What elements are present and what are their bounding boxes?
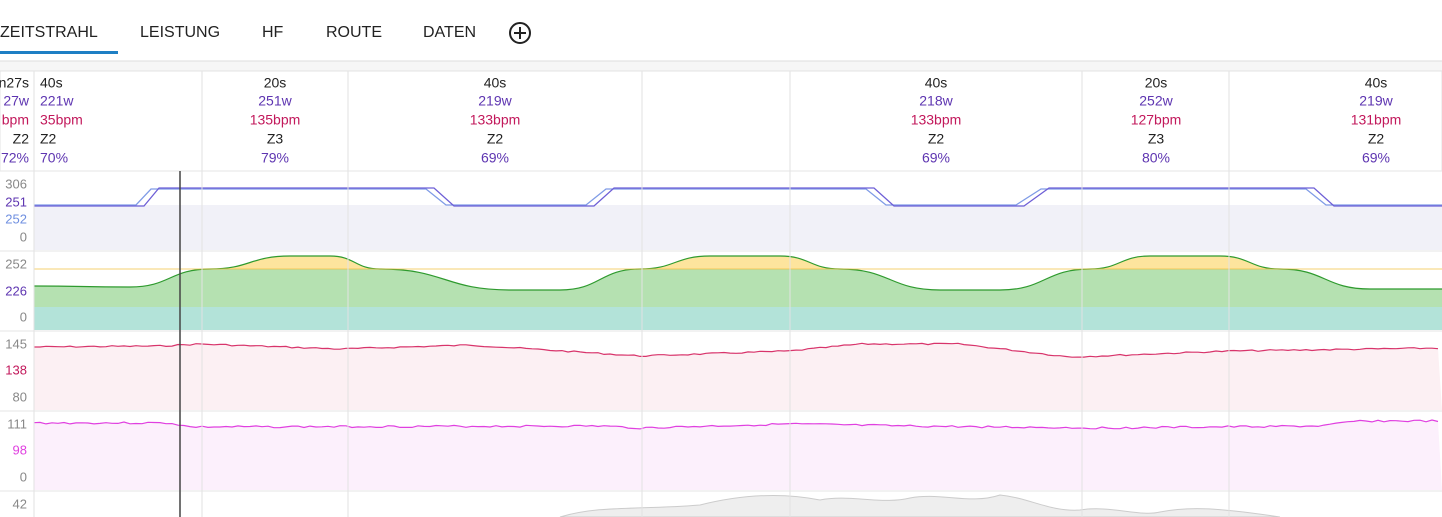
interval-duration: 20s: [264, 75, 287, 91]
interval-zone: Z2: [40, 131, 57, 147]
interval-percent: 72%: [1, 150, 29, 166]
interval-percent: 70%: [40, 150, 68, 166]
interval-hr: 35bpm: [40, 112, 83, 128]
interval-percent: 69%: [1362, 150, 1390, 166]
interval-hr: 131bpm: [1351, 112, 1402, 128]
axis-label: 252: [5, 211, 27, 226]
interval-hr: 135bpm: [250, 112, 301, 128]
interval-power: 219w: [1359, 93, 1393, 109]
add-icon[interactable]: [509, 22, 531, 44]
interval-power: 252w: [1139, 93, 1173, 109]
tab-underline: [0, 51, 118, 54]
interval-power: 251w: [258, 93, 292, 109]
zone-area-high: [210, 255, 1280, 269]
tab[interactable]: ROUTE: [326, 24, 382, 41]
interval-hr: bpm: [2, 112, 29, 128]
axis-label: 226: [5, 283, 27, 298]
hr-area: [34, 343, 1442, 410]
axis-label: 251: [5, 194, 27, 209]
teal-band: [34, 307, 1442, 330]
axis-label: 0: [20, 229, 27, 244]
interval-power: 219w: [478, 93, 512, 109]
interval-duration: n27s: [0, 75, 29, 91]
interval-duration: 40s: [484, 75, 507, 91]
axis-label: 145: [5, 336, 27, 351]
axis-label: 111: [7, 416, 27, 431]
tab[interactable]: LEISTUNG: [140, 24, 220, 41]
axis-label: 0: [20, 469, 27, 484]
zone-line: [33, 255, 1442, 291]
interval-zone: Z3: [267, 131, 284, 147]
interval-duration: 40s: [1365, 75, 1388, 91]
interval-zone: Z3: [1148, 131, 1165, 147]
interval-hr: 133bpm: [470, 112, 521, 128]
add-icon-plus: [514, 27, 526, 39]
interval-percent: 69%: [481, 150, 509, 166]
interval-hr: 127bpm: [1131, 112, 1182, 128]
interval-zone: Z2: [928, 131, 945, 147]
interval-power: 218w: [919, 93, 953, 109]
axis-label: 42: [13, 496, 27, 511]
zone-area: [34, 256, 1442, 307]
axis-label: 80: [13, 389, 27, 404]
axis-label: 252: [5, 256, 27, 271]
cadence-area: [34, 420, 1442, 490]
interval-percent: 80%: [1142, 150, 1170, 166]
interval-duration: 40s: [40, 75, 63, 91]
hr-line: [34, 342, 1439, 358]
interval-percent: 69%: [922, 150, 950, 166]
axis-label: 0: [20, 309, 27, 324]
interval-zone: Z2: [487, 131, 504, 147]
add-tab[interactable]: [509, 22, 531, 44]
power-area: [34, 205, 1442, 250]
interval-duration: 20s: [1145, 75, 1168, 91]
elevation-area: [559, 494, 1281, 517]
interval-header: [0, 70, 1442, 172]
power-line: [34, 187, 1442, 207]
tab[interactable]: DATEN: [423, 24, 476, 41]
interval-zone: Z2: [13, 131, 30, 147]
interval-zone: Z2: [1368, 131, 1385, 147]
interval-duration: 40s: [925, 75, 948, 91]
gap: [0, 61, 1442, 71]
tab[interactable]: ZEITSTRAHL: [0, 24, 98, 41]
axis-label: 138: [5, 362, 27, 377]
axis-label: 98: [13, 442, 27, 457]
interval-power: 27w: [3, 93, 30, 109]
axis-label: 306: [5, 176, 27, 191]
cadence-line: [33, 419, 1439, 430]
tab[interactable]: HF: [262, 24, 284, 41]
interval-power: 221w: [40, 93, 74, 109]
interval-hr: 133bpm: [911, 112, 962, 128]
interval-percent: 79%: [261, 150, 289, 166]
power-line: [34, 188, 1442, 206]
plots: [0, 71, 1442, 517]
